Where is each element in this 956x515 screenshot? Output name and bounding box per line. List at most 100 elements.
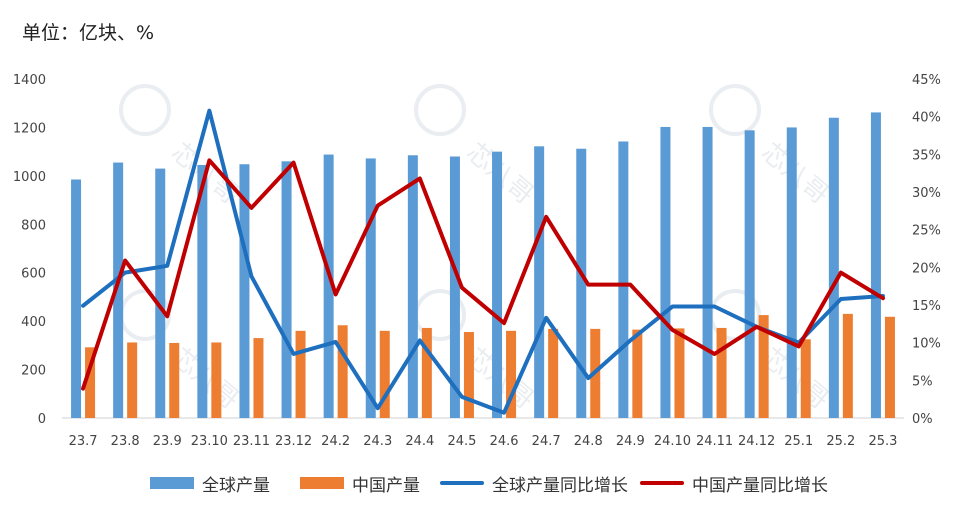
legend: 全球产量 中国产量 全球产量同比增长 中国产量同比增长	[0, 468, 956, 498]
bar-china-prod	[548, 328, 559, 418]
y-right-tick-label: 45%	[912, 73, 941, 88]
watermark-logo: 芯八哥	[119, 84, 245, 211]
legend-label-global-prod: 全球产量	[202, 475, 270, 496]
unit-label: 单位：亿块、%	[22, 22, 155, 44]
bar-global-prod	[113, 162, 124, 418]
bar-global-prod	[702, 126, 713, 419]
y-left-tick-label: 1200	[13, 121, 46, 136]
bar-global-prod	[323, 154, 334, 418]
x-tick-label: 24.4	[405, 434, 434, 449]
bar-china-prod	[463, 332, 474, 418]
legend-swatch-china-prod	[300, 477, 344, 489]
x-tick-label: 25.2	[826, 434, 855, 449]
bar-china-prod	[632, 329, 643, 418]
bar-global-prod	[870, 112, 881, 418]
bar-china-prod	[127, 342, 138, 418]
x-tick-label: 24.6	[490, 434, 519, 449]
watermark-logo: 芯八哥	[119, 289, 245, 416]
bar-china-prod	[421, 327, 432, 418]
watermark-logo: 芯八哥	[414, 84, 540, 211]
legend-swatch-global-prod	[150, 477, 194, 489]
bar-china-prod	[842, 313, 853, 418]
bar-global-prod	[618, 141, 629, 419]
legend-item-china-prod: 中国产量	[300, 468, 420, 498]
x-tick-label: 24.3	[363, 434, 392, 449]
y-right-tick-label: 20%	[912, 261, 941, 276]
legend-swatch-global-yoy	[440, 481, 484, 485]
y-right-tick-label: 15%	[912, 299, 941, 314]
y-left-tick-label: 1400	[13, 73, 46, 88]
x-tick-label: 23.7	[69, 434, 98, 449]
x-tick-label: 25.3	[868, 434, 897, 449]
legend-swatch-china-yoy	[640, 481, 684, 485]
bar-china-prod	[295, 330, 306, 418]
y-right-tick-label: 30%	[912, 186, 941, 201]
y-right-tick-label: 5%	[912, 374, 933, 389]
bar-china-prod	[379, 330, 390, 418]
bar-global-prod	[449, 156, 460, 418]
x-tick-label: 24.7	[532, 434, 561, 449]
bar-global-prod	[239, 164, 250, 418]
x-tick-label: 23.10	[191, 434, 228, 449]
bar-global-prod	[492, 151, 503, 418]
y-left-tick-label: 0	[38, 412, 46, 427]
bar-global-prod	[576, 148, 587, 419]
y-left-tick-label: 800	[21, 218, 46, 233]
x-tick-label: 24.9	[616, 434, 645, 449]
x-tick-label: 23.11	[233, 434, 270, 449]
bar-china-prod	[211, 342, 222, 418]
bar-global-prod	[197, 164, 208, 418]
legend-label-china-prod: 中国产量	[352, 475, 420, 496]
y-left-tick-label: 200	[21, 364, 46, 379]
x-tick-label: 24.11	[696, 434, 733, 449]
x-tick-label: 23.8	[111, 434, 140, 449]
bar-global-prod	[365, 158, 376, 418]
bar-china-prod	[253, 338, 264, 418]
bar-global-prod	[828, 117, 839, 418]
chart-canvas: 芯八哥芯八哥芯八哥芯八哥芯八哥芯八哥0200400600800100012001…	[13, 73, 941, 449]
line-china-yoy	[81, 158, 885, 391]
x-tick-label: 24.8	[574, 434, 603, 449]
bar-global-prod	[155, 168, 166, 418]
bar-global-prod	[534, 146, 545, 418]
x-tick-label: 23.12	[275, 434, 312, 449]
bar-china-prod	[884, 316, 895, 418]
bar-global-prod	[786, 127, 797, 418]
y-left-tick-label: 1000	[13, 170, 46, 185]
legend-label-global-yoy: 全球产量同比增长	[492, 475, 628, 496]
bar-china-prod	[169, 342, 180, 418]
bar-global-prod	[660, 126, 671, 419]
bar-global-prod	[281, 161, 292, 419]
line-global-yoy	[81, 108, 885, 415]
y-left-tick-label: 600	[21, 267, 46, 282]
bar-china-prod	[716, 327, 727, 418]
x-tick-label: 24.10	[654, 434, 691, 449]
bar-china-prod	[337, 325, 348, 418]
y-right-tick-label: 40%	[912, 111, 941, 126]
legend-label-china-yoy: 中国产量同比增长	[692, 475, 828, 496]
bar-global-prod	[71, 179, 82, 418]
x-tick-label: 25.1	[784, 434, 813, 449]
bar-china-prod	[674, 328, 685, 418]
y-right-tick-label: 35%	[912, 148, 941, 163]
legend-item-global-prod: 全球产量	[150, 468, 270, 498]
watermark-logo: 芯八哥	[709, 289, 835, 416]
x-tick-label: 24.5	[447, 434, 476, 449]
x-tick-label: 23.9	[153, 434, 182, 449]
legend-item-china-yoy: 中国产量同比增长	[640, 468, 828, 498]
watermark-logo: 芯八哥	[414, 289, 540, 416]
bar-global-prod	[407, 155, 418, 418]
y-left-tick-label: 400	[21, 315, 46, 330]
bar-global-prod	[744, 130, 755, 418]
bar-china-prod	[85, 347, 96, 418]
legend-item-global-yoy: 全球产量同比增长	[440, 468, 628, 498]
bar-china-prod	[800, 339, 811, 418]
bar-china-prod	[758, 315, 769, 418]
watermark-logo: 芯八哥	[709, 84, 835, 211]
y-right-tick-label: 0%	[912, 412, 933, 427]
y-right-tick-label: 25%	[912, 224, 941, 239]
y-right-tick-label: 10%	[912, 337, 941, 352]
bar-china-prod	[506, 330, 517, 418]
x-tick-label: 24.12	[738, 434, 775, 449]
x-tick-label: 24.2	[321, 434, 350, 449]
